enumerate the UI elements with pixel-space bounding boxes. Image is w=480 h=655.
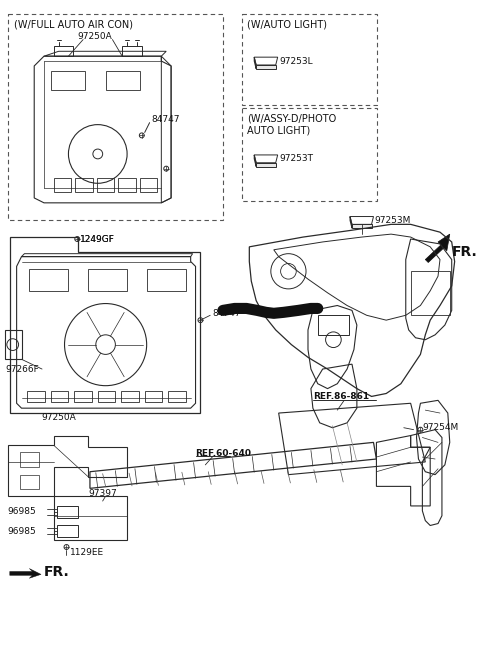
- Bar: [54, 178, 72, 192]
- Bar: [106, 71, 140, 90]
- Polygon shape: [254, 155, 256, 166]
- Text: 84747: 84747: [212, 309, 240, 318]
- Text: REF.86-861: REF.86-861: [313, 392, 369, 401]
- Polygon shape: [254, 57, 256, 69]
- Text: 97397: 97397: [88, 489, 117, 498]
- Bar: [74, 390, 92, 402]
- Text: FR.: FR.: [44, 565, 70, 580]
- Bar: [98, 390, 115, 402]
- Text: 97253L: 97253L: [280, 56, 313, 66]
- Text: 96985: 96985: [8, 527, 36, 536]
- Polygon shape: [352, 225, 372, 228]
- Text: 97253M: 97253M: [374, 216, 411, 225]
- Text: 96985: 96985: [8, 508, 36, 516]
- Polygon shape: [256, 65, 276, 69]
- Text: 1129EE: 1129EE: [71, 548, 105, 557]
- Text: 97266F: 97266F: [5, 365, 38, 373]
- Bar: [29, 269, 69, 291]
- Bar: [97, 178, 114, 192]
- Text: FR.: FR.: [452, 245, 478, 259]
- Bar: [121, 390, 139, 402]
- Bar: [75, 178, 93, 192]
- Text: (W/ASSY-D/PHOTO: (W/ASSY-D/PHOTO: [247, 114, 336, 124]
- Bar: [20, 452, 39, 467]
- Text: REF.60-640: REF.60-640: [195, 449, 252, 458]
- Bar: [140, 178, 157, 192]
- Bar: [147, 269, 186, 291]
- Bar: [27, 390, 45, 402]
- Text: AUTO LIGHT): AUTO LIGHT): [247, 126, 311, 136]
- Bar: [318, 315, 349, 335]
- Text: 1249GF: 1249GF: [80, 234, 115, 244]
- Polygon shape: [350, 217, 352, 228]
- Text: 97254M: 97254M: [422, 423, 458, 432]
- Text: 1249GF: 1249GF: [80, 234, 115, 244]
- Polygon shape: [256, 162, 276, 166]
- Bar: [242, 108, 377, 201]
- Bar: [8, 14, 223, 221]
- Bar: [51, 71, 85, 90]
- Text: 97253T: 97253T: [280, 155, 313, 163]
- Polygon shape: [425, 234, 450, 263]
- Bar: [51, 390, 69, 402]
- Polygon shape: [10, 569, 41, 578]
- Bar: [118, 178, 136, 192]
- Text: 84747: 84747: [152, 115, 180, 124]
- Bar: [88, 269, 127, 291]
- Bar: [168, 390, 186, 402]
- Text: 97250A: 97250A: [77, 32, 112, 41]
- Bar: [144, 390, 162, 402]
- Bar: [411, 271, 450, 315]
- Bar: [20, 475, 39, 489]
- Text: (W/FULL AUTO AIR CON): (W/FULL AUTO AIR CON): [14, 20, 132, 30]
- Text: 97250A: 97250A: [41, 413, 76, 422]
- Bar: [242, 14, 377, 105]
- Text: (W/AUTO LIGHT): (W/AUTO LIGHT): [247, 20, 327, 30]
